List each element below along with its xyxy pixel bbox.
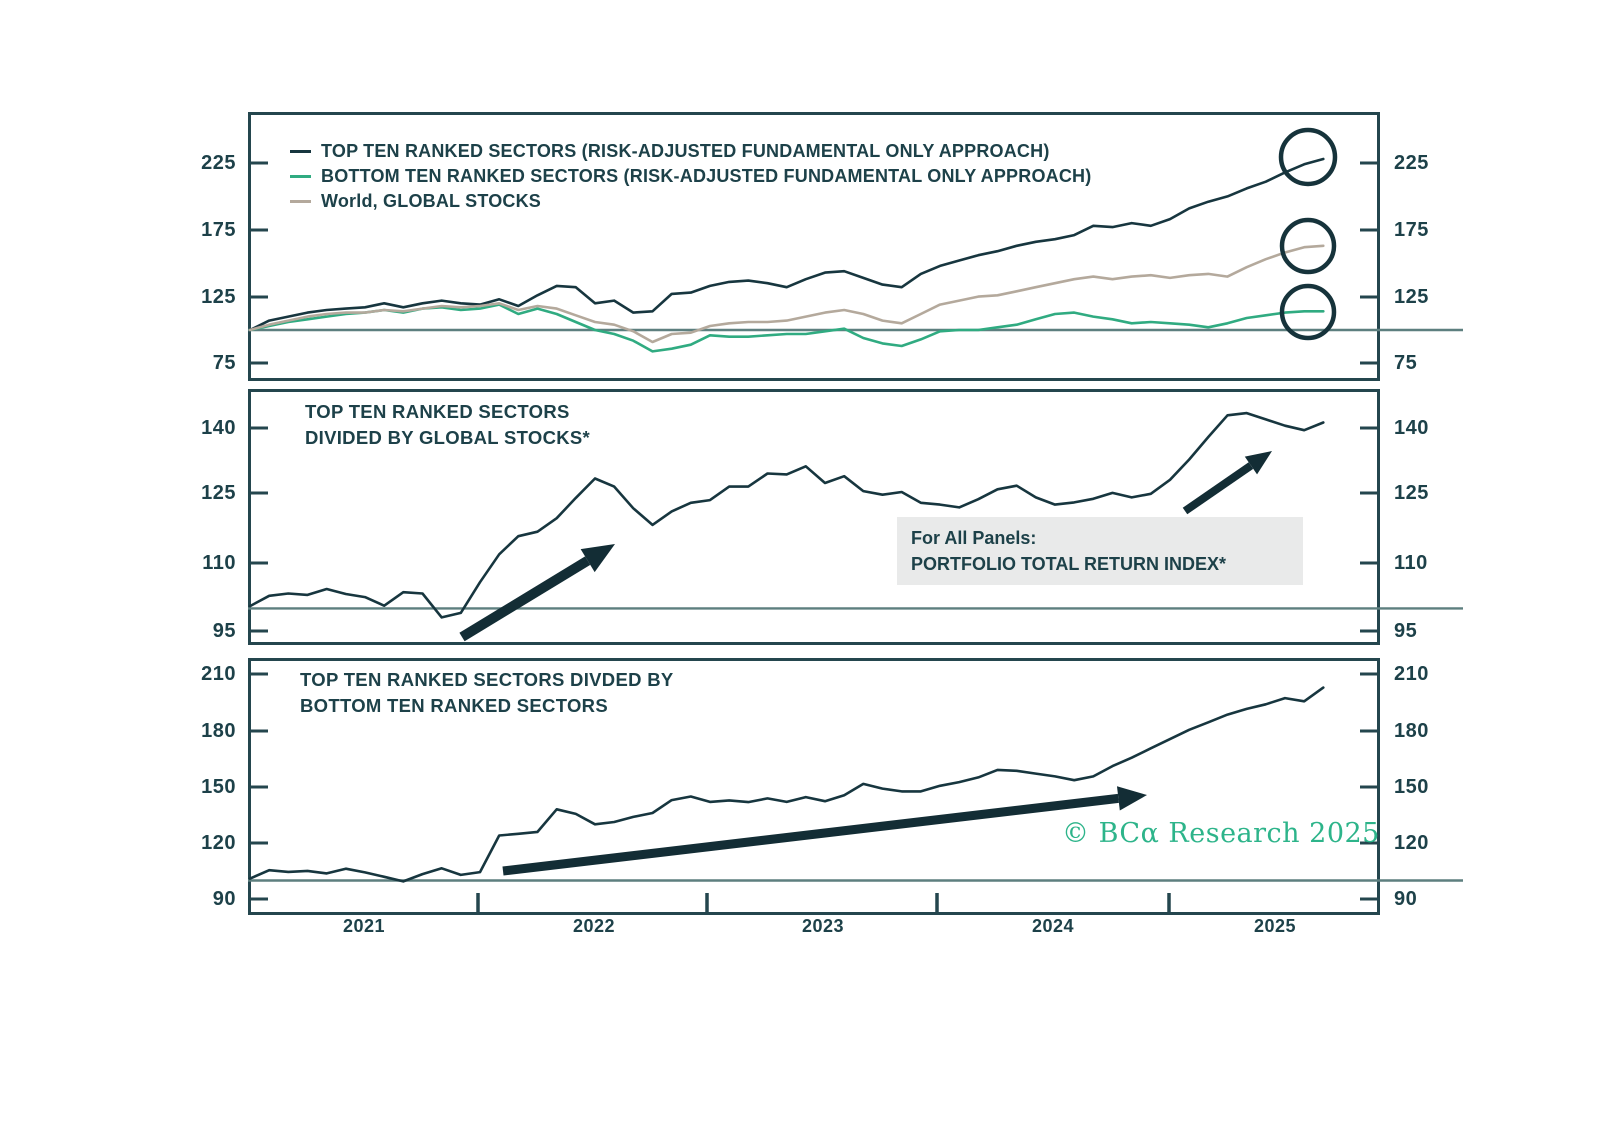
y-tick-label: 180 xyxy=(1394,720,1429,742)
y-tick-label: 120 xyxy=(1394,832,1429,854)
y-tick-label: 210 xyxy=(1394,663,1429,685)
y-tick-label: 150 xyxy=(201,776,236,798)
y-tick-label: 75 xyxy=(1394,352,1418,374)
bca-research-logo: © BCα Research 2025 xyxy=(1062,818,1380,849)
x-tick-label: 2022 xyxy=(572,916,616,936)
y-tick-label: 180 xyxy=(201,720,236,742)
y-tick-label: 225 xyxy=(1394,152,1429,174)
y-tick-label: 140 xyxy=(201,417,236,439)
y-tick-label: 225 xyxy=(201,152,236,174)
x-tick-label: 2025 xyxy=(1253,916,1297,936)
line-swatch-bottom-ten xyxy=(290,175,311,178)
y-tick-label: 150 xyxy=(1394,776,1429,798)
y-tick-label: 125 xyxy=(201,286,236,308)
y-tick-label: 125 xyxy=(1394,286,1429,308)
legend: TOP TEN RANKED SECTORS (RISK-ADJUSTED FU… xyxy=(290,139,1091,214)
y-tick-label: 90 xyxy=(1394,888,1418,910)
y-tick-label: 75 xyxy=(212,352,236,374)
y-tick-label: 120 xyxy=(201,832,236,854)
panel2-title: TOP TEN RANKED SECTORS DIVIDED BY GLOBAL… xyxy=(305,401,591,448)
y-tick-label: 125 xyxy=(201,482,236,504)
x-tick-label: 2021 xyxy=(342,916,386,936)
y-tick-label: 110 xyxy=(1394,552,1428,574)
line-swatch-world xyxy=(290,200,311,203)
y-tick-label: 110 xyxy=(202,552,236,574)
x-tick-label: 2024 xyxy=(1031,916,1075,936)
y-tick-label: 210 xyxy=(201,663,236,685)
panel-top-vs-global xyxy=(248,389,1463,645)
info-box: For All Panels: PORTFOLIO TOTAL RETURN I… xyxy=(897,517,1303,585)
panel3-title: TOP TEN RANKED SECTORS DIVDED BY BOTTOM … xyxy=(300,669,674,716)
panel-top-vs-bottom xyxy=(248,658,1463,915)
legend-label: World, GLOBAL STOCKS xyxy=(321,191,542,211)
y-tick-label: 125 xyxy=(1394,482,1429,504)
y-tick-label: 175 xyxy=(201,219,236,241)
panel-total-return xyxy=(248,112,1463,381)
y-tick-label: 90 xyxy=(212,888,236,910)
legend-label: BOTTOM TEN RANKED SECTORS (RISK-ADJUSTED… xyxy=(321,166,1092,186)
legend-item-world: World, GLOBAL STOCKS xyxy=(290,189,1091,214)
x-tick-label: 2023 xyxy=(801,916,845,936)
legend-item-bottom-ten: BOTTOM TEN RANKED SECTORS (RISK-ADJUSTED… xyxy=(290,164,1091,189)
y-tick-label: 95 xyxy=(1394,620,1418,642)
legend-item-top-ten: TOP TEN RANKED SECTORS (RISK-ADJUSTED FU… xyxy=(290,139,1091,164)
legend-label: TOP TEN RANKED SECTORS (RISK-ADJUSTED FU… xyxy=(321,141,1050,161)
y-tick-label: 95 xyxy=(212,620,236,642)
y-tick-label: 175 xyxy=(1394,219,1429,241)
line-swatch-top-ten xyxy=(290,150,311,153)
y-tick-label: 140 xyxy=(1394,417,1429,439)
